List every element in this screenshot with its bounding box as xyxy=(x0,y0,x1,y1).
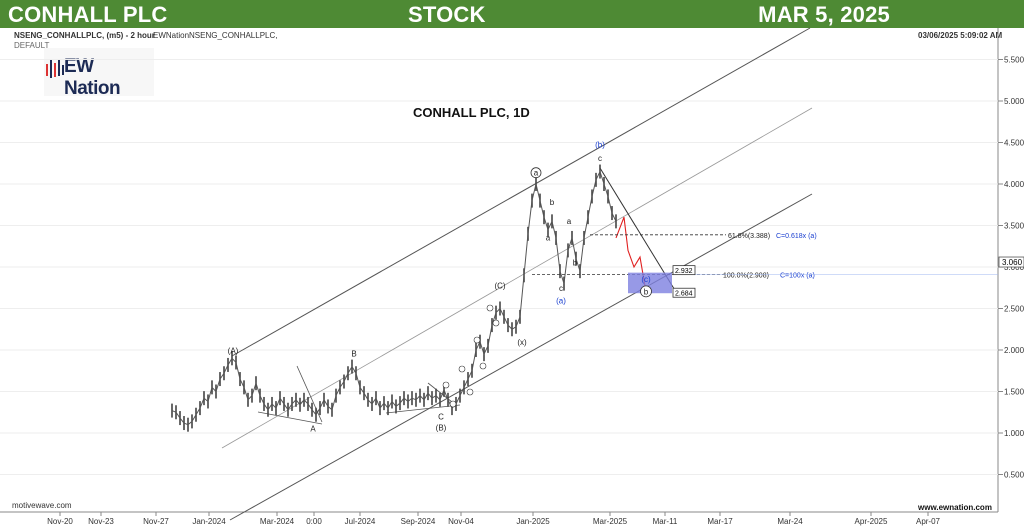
price-tag xyxy=(672,287,696,298)
x-tick-label: Mar-24 xyxy=(777,517,803,526)
logo: EW Nation xyxy=(44,48,154,99)
wave-label: C xyxy=(438,413,444,422)
wave-label: a xyxy=(546,233,551,242)
timestamp: 03/06/2025 5:09:02 AM xyxy=(918,31,1003,40)
x-tick-label: Mar-17 xyxy=(707,517,733,526)
subwave-marker xyxy=(479,362,487,370)
price-tag-label: 2.684 xyxy=(675,291,693,298)
x-tick-label: Jan-2024 xyxy=(192,517,226,526)
footer-right: www.ewnation.com xyxy=(917,503,992,512)
x-tick-label: Nov-27 xyxy=(143,517,169,526)
chart-title: CONHALL PLC, 1D xyxy=(413,105,530,120)
wave-label-circle xyxy=(640,285,652,298)
wave-label: b xyxy=(550,198,555,207)
price-line xyxy=(171,170,617,426)
banner-date: MAR 5, 2025 xyxy=(758,2,890,27)
wave-logo-icon xyxy=(46,60,64,78)
subwave-marker xyxy=(486,304,494,312)
x-tick-label: Sep-2024 xyxy=(401,517,436,526)
x-axis-ticks: Nov-20 Nov-23 Nov-27 Jan-2024 Mar-2024 0:00 Ju… xyxy=(47,512,941,526)
y-tick-label: 2.000 xyxy=(1004,346,1024,355)
profile-label: DEFAULT xyxy=(14,41,50,50)
y-tick-label: 5.000 xyxy=(1004,97,1024,106)
fib-level-label: 100.0%(2.908) xyxy=(723,273,769,280)
y-tick-label: 3.000 xyxy=(1004,263,1024,272)
projection-path xyxy=(615,217,647,292)
target-zone xyxy=(628,272,672,294)
subwave-marker xyxy=(442,381,450,389)
wave-label: b xyxy=(644,287,649,296)
price-tag xyxy=(672,265,696,276)
wave-label: (B) xyxy=(436,424,447,433)
banner-company: CONHALL PLC xyxy=(8,2,168,27)
symbol-label: NSENG_CONHALLPLC, (m5) - 2 hour xyxy=(14,31,155,40)
footer-left: motivewave.com xyxy=(12,501,72,510)
y-tick-label: 4.000 xyxy=(1004,180,1024,189)
x-tick-label: Mar-11 xyxy=(653,517,678,526)
x-tick-label: Nov-20 xyxy=(47,517,73,526)
fib-level-label: 61.8%(3.388) xyxy=(728,233,770,240)
subwave-marker xyxy=(466,388,474,396)
x-tick-label: Mar-2025 xyxy=(593,517,628,526)
wave-label: B xyxy=(351,350,356,359)
x-tick-label: Nov-23 xyxy=(88,517,114,526)
wave-label: (c) xyxy=(641,275,651,284)
price-series xyxy=(171,164,647,432)
y-tick-label: 3.500 xyxy=(1004,222,1024,231)
y-tick-label: 5.500 xyxy=(1004,56,1024,65)
channel-line xyxy=(296,365,323,423)
x-tick-label: Apr-2025 xyxy=(855,517,888,526)
channel-line xyxy=(599,167,677,293)
y-tick-label: 2.500 xyxy=(1004,305,1024,314)
x-tick-label: Apr-07 xyxy=(916,517,941,526)
x-tick-label: Jan-2025 xyxy=(516,517,550,526)
source-label: EWNationNSENG_CONHALLPLC, xyxy=(153,31,278,40)
wave-label: b xyxy=(573,258,578,267)
wave-label: a xyxy=(567,217,572,226)
wave-label: (b) xyxy=(595,140,605,149)
channel-line xyxy=(229,193,813,521)
subwave-marker xyxy=(473,336,481,344)
y-tick-label: 0.500 xyxy=(1004,471,1024,480)
banner-category: STOCK xyxy=(408,2,486,27)
wave-label: (x) xyxy=(517,338,527,347)
wave-label: A xyxy=(310,424,316,433)
subwave-marker xyxy=(492,319,500,327)
wave-label-circle xyxy=(530,167,542,179)
logo-text: EW Nation xyxy=(64,56,121,99)
wave-label: (C) xyxy=(494,282,505,291)
x-tick-label: Jul-2024 xyxy=(345,517,376,526)
y-tick-label: 4.500 xyxy=(1004,139,1024,148)
annotations: 61.8%(3.388) C=0.618x (a) 100.0%(2.908) C=1… xyxy=(228,140,998,433)
fib-ratio-note: C=100x (a) xyxy=(780,273,815,280)
y-tick-label: 1.000 xyxy=(1004,429,1024,438)
trend-channel xyxy=(221,27,813,521)
x-tick-label: Mar-2024 xyxy=(260,517,295,526)
fib-ratio-note: C=0.618x (a) xyxy=(776,233,817,240)
subwave-marker xyxy=(449,400,457,408)
wave-label: a xyxy=(534,169,539,178)
wave-label: c xyxy=(598,154,602,163)
title-banner: CONHALL PLC STOCK MAR 5, 2025 xyxy=(0,0,1024,28)
wave-label: c xyxy=(559,284,563,293)
wave-label: (a) xyxy=(556,297,566,306)
y-tick-label: 1.500 xyxy=(1004,388,1024,397)
x-tick-label: 0:00 xyxy=(306,517,322,526)
y-axis-ticks: 0.500 1.000 1.500 2.000 2.500 3.000 3.500 4.000… xyxy=(998,56,1024,480)
subwave-marker xyxy=(458,365,466,373)
price-tag-label: 2.932 xyxy=(675,268,693,275)
channel-line xyxy=(221,107,813,449)
x-tick-label: Nov-04 xyxy=(448,517,474,526)
last-price-label: 3.060 xyxy=(1002,258,1023,267)
last-price-marker xyxy=(998,256,1024,268)
wave-label: (A) xyxy=(228,346,239,355)
channel-line xyxy=(231,27,811,357)
grid xyxy=(0,59,998,475)
